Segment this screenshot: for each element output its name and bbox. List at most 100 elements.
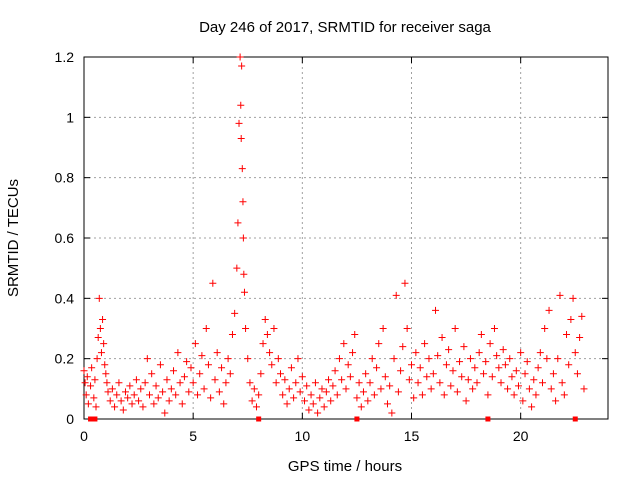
data-point: [466, 355, 474, 363]
data-point: [183, 358, 191, 366]
data-point: [137, 385, 145, 393]
data-point: [460, 343, 468, 351]
gap-marker: [485, 416, 491, 422]
data-point: [506, 355, 514, 363]
y-tick-label: 0.4: [55, 290, 75, 306]
data-point: [150, 400, 158, 408]
data-point: [161, 409, 169, 417]
y-tick-label: 0: [66, 411, 74, 427]
data-point: [252, 403, 260, 411]
data-point: [353, 394, 361, 402]
data-point: [204, 361, 212, 369]
data-point: [87, 382, 95, 390]
data-point: [486, 340, 494, 348]
data-point: [325, 376, 333, 384]
data-point: [261, 315, 269, 323]
data-point: [558, 379, 566, 387]
data-point: [156, 361, 164, 369]
data-point: [240, 288, 248, 296]
data-point: [95, 294, 103, 302]
data-point: [233, 264, 241, 272]
data-point: [442, 361, 450, 369]
data-point: [238, 62, 246, 70]
data-point: [351, 331, 359, 339]
data-point: [414, 379, 422, 387]
data-point: [154, 394, 162, 402]
x-axis-label: GPS time / hours: [288, 458, 402, 475]
data-point: [176, 379, 184, 387]
data-point: [379, 325, 387, 332]
x-tick-label: 0: [80, 428, 88, 444]
data-point: [512, 367, 520, 375]
data-point: [294, 355, 302, 363]
data-point: [333, 391, 341, 399]
data-point: [305, 406, 313, 414]
data-point: [545, 306, 553, 314]
data-point: [421, 340, 429, 348]
data-point: [335, 355, 343, 363]
y-tick-label: 1.2: [55, 49, 75, 65]
data-point: [471, 364, 479, 372]
data-point: [499, 346, 507, 354]
data-point: [191, 340, 199, 348]
data-point: [539, 379, 546, 387]
data-point: [298, 373, 306, 381]
data-point: [523, 358, 531, 366]
data-point: [331, 367, 339, 375]
data-point: [480, 370, 488, 378]
data-point: [357, 403, 365, 411]
data-point: [220, 400, 228, 408]
data-point: [292, 379, 300, 387]
data-point: [163, 376, 171, 384]
data-point: [528, 403, 536, 411]
data-point: [290, 394, 298, 402]
data-point: [403, 325, 411, 332]
data-point: [381, 373, 389, 381]
data-point: [130, 391, 138, 399]
data-point: [235, 119, 243, 127]
data-point: [152, 382, 160, 390]
data-point: [567, 315, 575, 323]
data-point: [82, 391, 90, 399]
data-point: [141, 379, 149, 387]
data-point: [90, 394, 98, 402]
x-tick-label: 20: [513, 428, 529, 444]
data-point: [242, 325, 250, 332]
data-point: [408, 361, 415, 369]
data-point: [534, 364, 542, 372]
chart-title: Day 246 of 2017, SRMTID for receiver sag…: [199, 19, 491, 36]
data-point: [93, 355, 101, 363]
data-point: [573, 370, 581, 378]
data-point: [283, 400, 291, 408]
data-point: [322, 388, 330, 396]
data-point: [318, 385, 326, 393]
data-point: [386, 382, 394, 390]
data-point: [473, 379, 481, 387]
data-point: [549, 370, 557, 378]
data-point: [115, 379, 123, 387]
data-point: [272, 379, 280, 387]
x-tick-label: 5: [189, 428, 197, 444]
data-point: [143, 355, 151, 363]
data-point: [139, 403, 147, 411]
y-axis-label: SRMTID / TECUs: [5, 179, 22, 297]
data-point: [146, 391, 153, 399]
data-point: [508, 373, 516, 381]
data-point: [394, 388, 402, 396]
data-point: [200, 385, 208, 393]
data-point: [554, 355, 562, 363]
x-tick-label: 10: [295, 428, 311, 444]
data-point: [277, 370, 284, 378]
data-point: [359, 388, 367, 396]
data-point: [390, 355, 398, 363]
data-point: [451, 325, 459, 332]
data-point: [178, 400, 186, 408]
gap-marker: [354, 416, 360, 422]
data-point: [307, 391, 315, 399]
data-point: [106, 397, 114, 405]
data-point: [432, 306, 440, 314]
data-point: [170, 367, 178, 375]
data-point: [167, 385, 175, 393]
data-point: [97, 349, 105, 357]
data-point: [517, 349, 525, 357]
